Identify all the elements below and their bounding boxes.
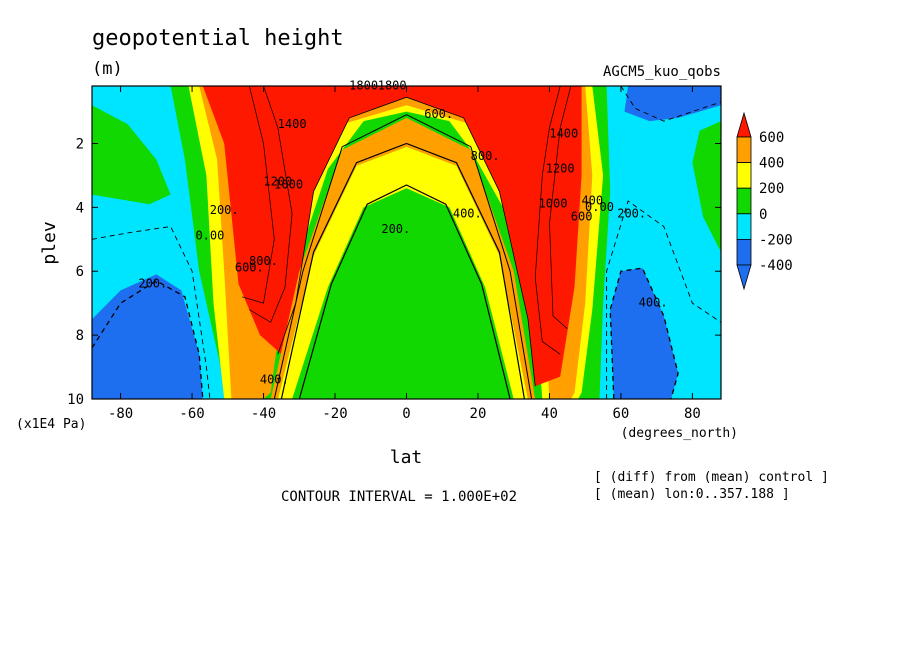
contour-line xyxy=(92,280,204,399)
contour-line xyxy=(249,86,293,323)
colorbar-label: 200 xyxy=(759,181,784,197)
x-tick-label: -80 xyxy=(108,406,133,422)
contour-line xyxy=(280,142,525,399)
x-axis-label: lat xyxy=(390,447,423,468)
y-tick-label: 6 xyxy=(76,264,84,280)
plot-area xyxy=(92,86,721,399)
colorbar-label: 400 xyxy=(759,156,784,172)
contour-band xyxy=(692,121,721,253)
colorbar-label: -200 xyxy=(759,232,793,248)
dataset-label: AGCM5_kuo_qobs xyxy=(603,64,721,80)
colorbar-swatch xyxy=(736,238,752,266)
note-mean: [ (mean) lon:0..357.188 ] xyxy=(594,487,790,502)
contour-label: 1200 xyxy=(263,174,292,188)
contour-band xyxy=(610,268,679,399)
contour-label: 400. xyxy=(639,296,668,310)
x-tick-label: -60 xyxy=(179,406,204,422)
x-tick-label: 60 xyxy=(613,406,630,422)
contour-label: 400. xyxy=(453,206,482,220)
y-tick-label: 8 xyxy=(76,328,84,344)
contour-label: 200. xyxy=(381,222,410,236)
contour-line xyxy=(609,267,679,399)
contour-line xyxy=(298,184,511,399)
contour-label: 1000 xyxy=(539,197,568,211)
contour-label: 1400 xyxy=(549,126,578,140)
x-tick-label: -20 xyxy=(322,406,347,422)
colorbar-swatch xyxy=(736,162,752,189)
contour-band xyxy=(624,86,721,122)
contour-line xyxy=(534,86,561,355)
y-tick-label: 4 xyxy=(76,200,84,216)
contour-band xyxy=(292,188,514,399)
contour-interval-text: CONTOUR INTERVAL = 1.000E+02 xyxy=(281,489,517,505)
x-tick-label: 40 xyxy=(541,406,558,422)
y-axis-label: plev xyxy=(39,221,60,264)
x-tick-label: 20 xyxy=(470,406,487,422)
colorbar-swatch xyxy=(736,136,752,164)
x-tick-label: 80 xyxy=(684,406,701,422)
contour-label: 1400 xyxy=(278,117,307,131)
contour-band xyxy=(202,86,582,387)
contour-label: 200. xyxy=(617,206,646,220)
contour-label: 600 xyxy=(571,209,593,223)
contour-label: 600. xyxy=(424,107,453,121)
contour-label: 1800 xyxy=(378,79,407,93)
contour-label: 200. xyxy=(210,203,239,217)
contour-line xyxy=(549,86,572,329)
colorbar-label: 600 xyxy=(759,130,784,146)
contour-label: 0.00 xyxy=(585,200,614,214)
contour-label: 800. xyxy=(471,149,500,163)
x-tick-label: -40 xyxy=(251,406,276,422)
contour-label: 1800 xyxy=(349,79,378,93)
contour-line xyxy=(277,96,536,387)
colorbar-label: 0 xyxy=(759,207,767,223)
colorbar-swatch xyxy=(736,213,752,240)
chart-units: (m) xyxy=(92,59,123,79)
contour-line xyxy=(241,86,275,304)
x-axis-units: (degrees_north) xyxy=(621,426,738,441)
y-tick-label: 10 xyxy=(67,392,84,408)
y-axis-units: (x1E4 Pa) xyxy=(16,417,86,432)
contour-label: 0.00 xyxy=(195,229,224,243)
colorbar-arrow-bottom xyxy=(736,264,752,291)
colorbar-arrow-top xyxy=(736,111,752,138)
y-tick-label: 2 xyxy=(76,136,84,152)
contour-label: 1200 xyxy=(546,162,575,176)
contour-line xyxy=(92,226,211,399)
contour-label: 600. xyxy=(235,261,264,275)
contour-label: 1000 xyxy=(274,178,303,192)
contour-line xyxy=(273,114,533,399)
contour-line xyxy=(620,86,721,122)
x-tick-label: 0 xyxy=(402,406,410,422)
contour-label: 400. xyxy=(260,372,289,386)
contour-label: 200. xyxy=(138,277,167,291)
colorbar-swatch xyxy=(736,187,752,215)
contour-band xyxy=(92,274,203,399)
contour-label: 800. xyxy=(249,254,278,268)
chart-title: geopotential height xyxy=(92,26,344,51)
contour-label: 400 xyxy=(581,194,603,208)
contour-band xyxy=(92,105,171,205)
note-diff: [ (diff) from (mean) control ] xyxy=(594,470,829,485)
colorbar-label: -400 xyxy=(759,258,793,274)
contour-band xyxy=(277,146,528,399)
